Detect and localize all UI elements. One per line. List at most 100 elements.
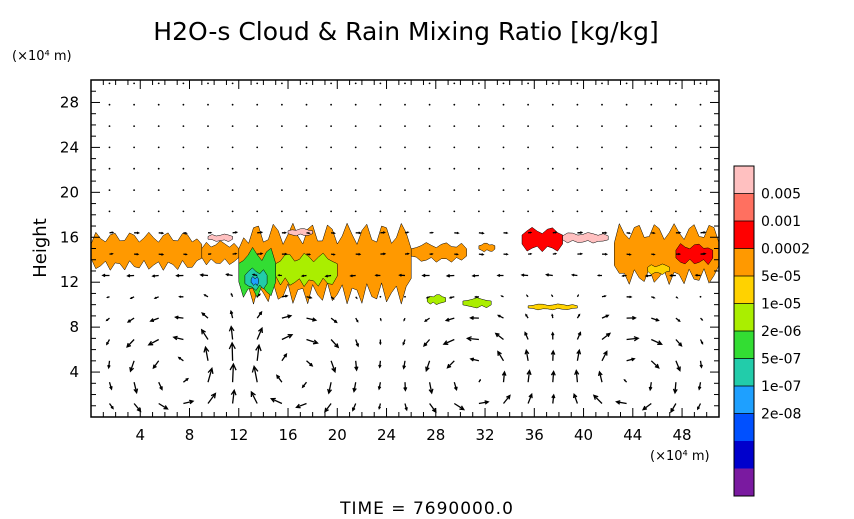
wind-vector bbox=[157, 210, 160, 213]
wind-vector bbox=[228, 325, 235, 340]
wind-vector bbox=[183, 231, 188, 235]
wind-vector bbox=[231, 82, 234, 85]
wind-vector bbox=[324, 403, 332, 413]
wind-vector bbox=[503, 231, 509, 235]
wind-vector bbox=[623, 378, 628, 383]
wind-vector bbox=[453, 103, 456, 106]
wind-vector bbox=[126, 317, 135, 323]
y-tick-label: 24 bbox=[60, 138, 79, 156]
wind-vector bbox=[158, 253, 165, 256]
wind-vector bbox=[158, 381, 163, 391]
wind-vector bbox=[182, 146, 185, 149]
cloud-region bbox=[90, 231, 203, 271]
wind-vector bbox=[478, 167, 480, 170]
wind-vector bbox=[305, 146, 308, 149]
wind-vector bbox=[158, 231, 165, 235]
wind-vector bbox=[379, 167, 382, 170]
wind-vector bbox=[651, 296, 656, 299]
wind-vector bbox=[151, 274, 159, 278]
wind-vector bbox=[398, 273, 406, 277]
wind-vector bbox=[354, 146, 357, 149]
wind-vector bbox=[625, 82, 628, 85]
wind-vector bbox=[256, 167, 259, 170]
x-tick-label: 28 bbox=[426, 426, 445, 444]
wind-vector bbox=[425, 360, 431, 373]
wind-vector bbox=[453, 402, 466, 411]
wind-vector bbox=[625, 167, 628, 170]
wind-vector bbox=[109, 231, 115, 234]
wind-vector bbox=[174, 315, 184, 320]
wind-vector bbox=[651, 231, 656, 235]
wind-vector bbox=[525, 313, 529, 319]
wind-vector bbox=[428, 125, 431, 127]
wind-vector bbox=[256, 326, 263, 340]
wind-vector bbox=[379, 339, 382, 346]
wind-vector bbox=[330, 189, 332, 192]
wind-vector bbox=[551, 189, 554, 192]
wind-vector bbox=[231, 167, 234, 170]
wind-vector bbox=[675, 296, 679, 299]
wind-vector bbox=[446, 360, 455, 369]
wind-vector bbox=[625, 146, 628, 149]
wind-vector bbox=[465, 336, 479, 342]
wind-vector bbox=[152, 360, 160, 370]
wind-vector bbox=[207, 82, 209, 85]
colorbar-swatch bbox=[734, 386, 754, 414]
wind-vector bbox=[281, 314, 293, 319]
wind-vector bbox=[428, 382, 434, 395]
wind-vector bbox=[551, 167, 554, 170]
wind-vector bbox=[305, 125, 308, 127]
wind-vector bbox=[550, 349, 556, 361]
wind-vector bbox=[527, 392, 533, 404]
y-tick-label: 4 bbox=[69, 363, 79, 381]
wind-vector bbox=[601, 332, 612, 341]
colorbar-label: 0.0002 bbox=[761, 242, 810, 258]
wind-vector bbox=[527, 125, 529, 127]
wind-vector bbox=[330, 103, 332, 106]
wind-vector bbox=[675, 103, 677, 106]
wind-vector bbox=[306, 296, 313, 299]
wind-vector bbox=[228, 341, 236, 361]
wind-vector bbox=[330, 360, 337, 374]
wind-vector bbox=[650, 82, 653, 85]
wind-vector bbox=[305, 167, 308, 170]
wind-vector bbox=[330, 210, 332, 213]
wind-vector bbox=[478, 378, 481, 383]
wind-vector bbox=[528, 231, 533, 234]
wind-vector bbox=[502, 103, 505, 106]
colorbar-label: 1e-07 bbox=[761, 379, 801, 395]
time-label: TIME = 7690000.0 bbox=[339, 499, 514, 519]
wind-vector bbox=[355, 296, 358, 300]
wind-vector bbox=[650, 167, 653, 170]
wind-vector bbox=[133, 210, 136, 213]
colorbar-swatch bbox=[734, 248, 754, 276]
wind-vector bbox=[526, 369, 532, 383]
wind-vector bbox=[355, 231, 362, 235]
wind-vector bbox=[675, 125, 677, 127]
x-tick-label: 24 bbox=[377, 426, 396, 444]
wind-vector bbox=[301, 381, 308, 389]
wind-vector bbox=[576, 210, 579, 213]
wind-vector bbox=[230, 388, 237, 404]
wind-vector bbox=[157, 146, 160, 149]
wind-vector bbox=[295, 402, 307, 409]
wind-vector bbox=[577, 231, 584, 234]
wind-vector bbox=[454, 231, 460, 235]
wind-vector bbox=[277, 274, 282, 277]
wind-vector bbox=[108, 82, 111, 85]
wind-vector bbox=[379, 146, 382, 149]
wind-vector bbox=[699, 82, 702, 85]
wind-vector bbox=[229, 309, 234, 319]
wind-vector bbox=[669, 274, 676, 278]
wind-vector bbox=[496, 273, 504, 277]
wind-vector bbox=[203, 294, 209, 298]
wind-vector bbox=[133, 189, 136, 192]
wind-vector bbox=[404, 146, 406, 149]
colorbar-label: 5e-07 bbox=[761, 352, 801, 368]
wind-vector bbox=[207, 167, 209, 170]
wind-vector bbox=[576, 294, 579, 298]
wind-vector bbox=[251, 364, 259, 383]
x-tick-label: 32 bbox=[475, 426, 494, 444]
x-tick-label: 16 bbox=[278, 426, 297, 444]
x-tick-label: 44 bbox=[623, 426, 642, 444]
